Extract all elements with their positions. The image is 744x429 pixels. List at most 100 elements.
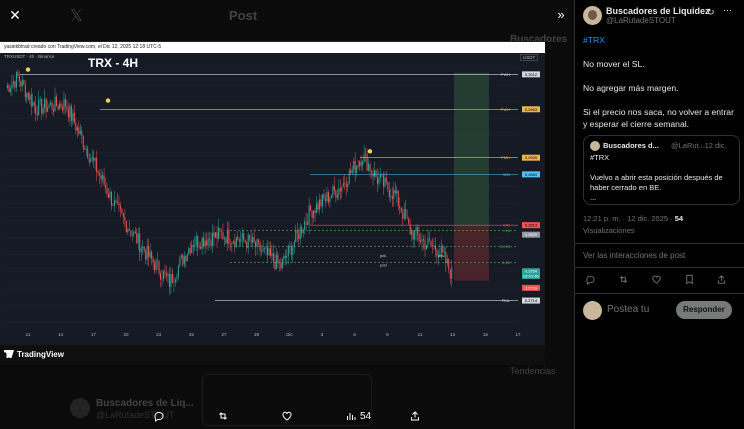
chart-image[interactable]: yasiekbtrad creado con TradingView.com, … (0, 41, 545, 365)
tradingview-mark-icon (4, 350, 14, 358)
grok-icon[interactable]: ↻ (707, 7, 715, 17)
views-button[interactable]: 54 (345, 408, 371, 424)
views-icon (347, 413, 356, 420)
views-total: 54 (674, 214, 684, 223)
candle-body (381, 175, 383, 176)
reply-icon[interactable] (153, 408, 165, 424)
candle-body (130, 230, 132, 236)
price-tag-bg (522, 272, 540, 279)
candle-body (430, 240, 432, 246)
candle-body (275, 254, 277, 270)
candle-body (87, 149, 89, 159)
candle-body (204, 240, 206, 247)
candle-body (30, 94, 32, 107)
reply-button[interactable]: Responder (676, 301, 732, 319)
candle-body (164, 271, 166, 274)
candle-body (336, 195, 338, 198)
candle-body (155, 260, 157, 271)
candle-body (55, 96, 58, 106)
candle-body (440, 246, 442, 253)
candle-body (241, 233, 243, 240)
divider (575, 267, 744, 268)
candle-body (414, 230, 416, 240)
author-avatar[interactable] (583, 6, 602, 25)
candle-body (39, 98, 41, 100)
candle-body (366, 153, 368, 171)
candle-body (351, 169, 353, 174)
level-label: PWH (501, 107, 510, 112)
candle-body (290, 245, 292, 255)
level-label: WO (503, 223, 510, 228)
background-sidebar-heading: Buscadores (510, 34, 568, 45)
candle-body (385, 177, 387, 182)
candle-body (200, 246, 202, 249)
close-icon[interactable]: ✕ (9, 7, 21, 23)
candle-body (72, 112, 74, 121)
level-label: PMH (501, 155, 510, 160)
price-tag-bg (522, 71, 540, 78)
x-tick-label: 11 (26, 332, 31, 337)
tradingview-brand: TradingView (17, 350, 64, 359)
price-tag: 0,2909 (525, 155, 538, 160)
candle-body (384, 177, 386, 187)
more-options-icon[interactable]: ⋯ (723, 5, 732, 15)
quoted-hashtag: #TRX (590, 153, 610, 162)
candle-body (365, 153, 367, 155)
candle-body (373, 170, 376, 177)
candle-body (91, 157, 93, 159)
candle-body (298, 233, 300, 240)
bookmark-icon[interactable] (684, 274, 695, 288)
candle-body (308, 205, 310, 225)
candle-body (142, 246, 144, 249)
candle-body (61, 107, 63, 111)
timestamp-text[interactable]: 12:21 p. m. · 12 dic. 2025 · (583, 214, 673, 223)
candle-body (356, 165, 358, 173)
candle-body (110, 191, 113, 206)
like-icon[interactable] (281, 408, 293, 424)
candle-body (292, 246, 294, 255)
post-text: #TRX No mover el SL. No agregar más marg… (583, 34, 739, 142)
candle-body (237, 236, 239, 241)
candle-body (228, 229, 230, 244)
candle-body (394, 189, 396, 194)
repost-icon[interactable] (217, 408, 229, 424)
candle-body (38, 99, 40, 116)
candle-body (341, 186, 343, 192)
reply-icon[interactable] (585, 274, 596, 288)
candle-body (287, 245, 289, 257)
candle-body (277, 254, 279, 264)
candle-body (217, 227, 220, 239)
candle-body (58, 103, 61, 110)
candle-body (252, 236, 254, 243)
repost-icon[interactable] (618, 274, 629, 288)
x-tick-label: 3 (321, 332, 324, 337)
tv-footer: TradingView (0, 345, 545, 365)
candle-body (443, 252, 445, 253)
quoted-post[interactable]: Buscadores d... @LaRut... · 12 dic. #TRX… (583, 135, 740, 205)
author-name[interactable]: Buscadores de Liquidez (606, 6, 710, 16)
candle-body (116, 201, 118, 203)
hashtag-link[interactable]: #TRX (583, 35, 605, 45)
candle-body (266, 247, 269, 255)
quoted-author-name: Buscadores d... (603, 141, 659, 150)
candle-body (339, 188, 341, 192)
candle-body (63, 99, 65, 111)
candle-body (213, 232, 215, 238)
candle-body (44, 98, 46, 108)
x-tick-label: 14 (58, 332, 64, 337)
candle-body (180, 255, 182, 259)
share-icon[interactable] (409, 408, 421, 424)
author-handle[interactable]: @LaRutadeSTOUT (606, 16, 676, 25)
share-icon[interactable] (716, 274, 727, 288)
candle-body (406, 217, 408, 219)
candle-body (408, 218, 410, 224)
candle-body (18, 75, 20, 82)
like-icon[interactable] (651, 274, 662, 288)
candle-body (81, 130, 83, 136)
price-tag: 02:41:46 (523, 273, 539, 278)
collapse-sidebar-icon[interactable]: » (557, 7, 565, 22)
reply-input[interactable]: Postea tu (607, 304, 650, 315)
view-interactions-link[interactable]: Ver las interacciones de post (583, 251, 686, 260)
candle-body (220, 231, 222, 233)
